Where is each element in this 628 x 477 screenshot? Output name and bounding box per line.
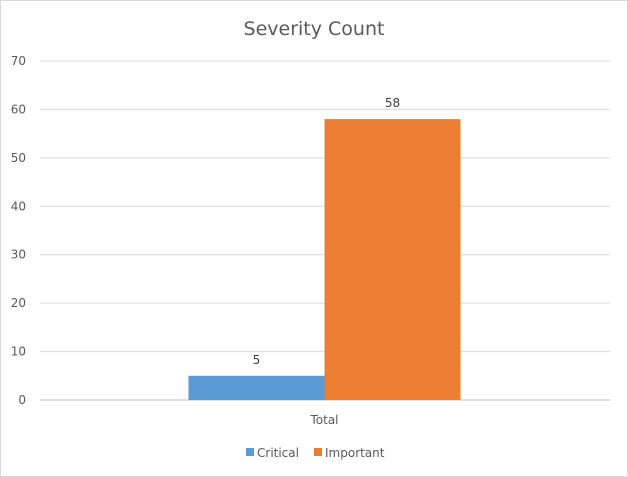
legend-swatch-important [314, 448, 322, 456]
bar-critical [188, 375, 325, 400]
data-label: 58 [385, 96, 400, 110]
data-label: 5 [253, 353, 261, 367]
y-tick-label: 10 [11, 345, 26, 359]
chart-title: Severity Count [244, 18, 385, 40]
bar-important [324, 119, 461, 400]
legend-swatch-critical [246, 448, 254, 456]
y-tick-label: 50 [11, 151, 26, 165]
y-tick-label: 20 [11, 296, 26, 310]
legend-label-critical: Critical [257, 446, 299, 460]
y-tick-label: 30 [11, 248, 26, 262]
x-tick-label: Total [309, 413, 338, 427]
y-tick-label: 0 [18, 393, 26, 407]
legend-label-important: Important [325, 446, 385, 460]
y-tick-label: 60 [11, 102, 26, 116]
y-tick-label: 40 [11, 199, 26, 213]
y-tick-label: 70 [11, 54, 26, 68]
